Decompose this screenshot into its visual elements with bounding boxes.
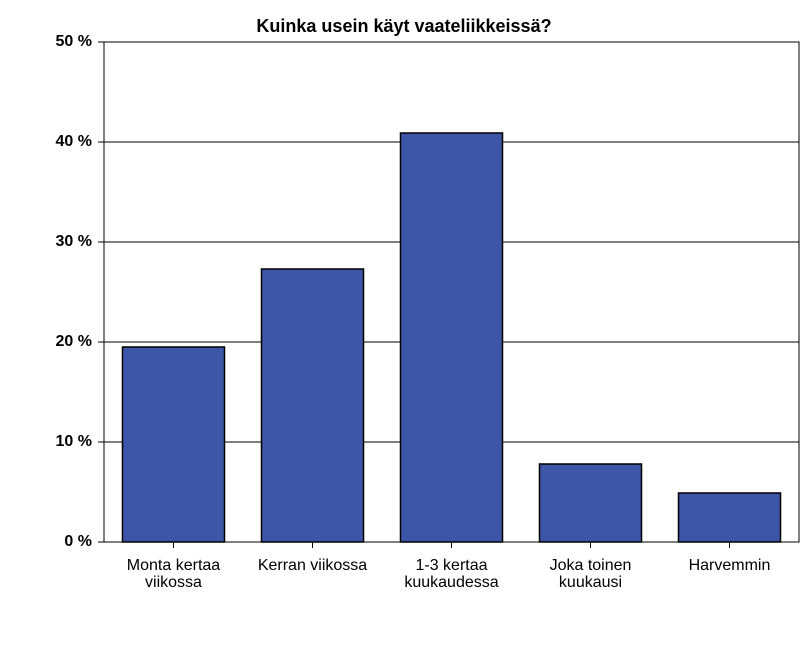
x-tick-label: Monta kertaa viikossa — [126, 557, 221, 591]
bar — [260, 268, 365, 543]
x-tick-label: Kerran viikossa — [257, 557, 368, 574]
x-tick-label: Joka toinen kuukausi — [549, 557, 632, 591]
bar — [538, 463, 643, 543]
bar — [121, 346, 226, 543]
y-tick-label: 10 % — [56, 433, 92, 450]
y-tick-label: 0 % — [64, 533, 92, 550]
y-tick-label: 20 % — [56, 333, 92, 350]
chart-title: Kuinka usein käyt vaateliikkeissä? — [256, 16, 551, 36]
x-tick-label: 1-3 kertaa kuukaudessa — [404, 557, 499, 591]
x-tick-label: Harvemmin — [688, 557, 771, 574]
y-tick-label: 30 % — [56, 233, 92, 250]
y-tick-label: 40 % — [56, 133, 92, 150]
bar — [399, 132, 504, 543]
bar — [677, 492, 782, 543]
y-tick-label: 50 % — [56, 33, 92, 50]
